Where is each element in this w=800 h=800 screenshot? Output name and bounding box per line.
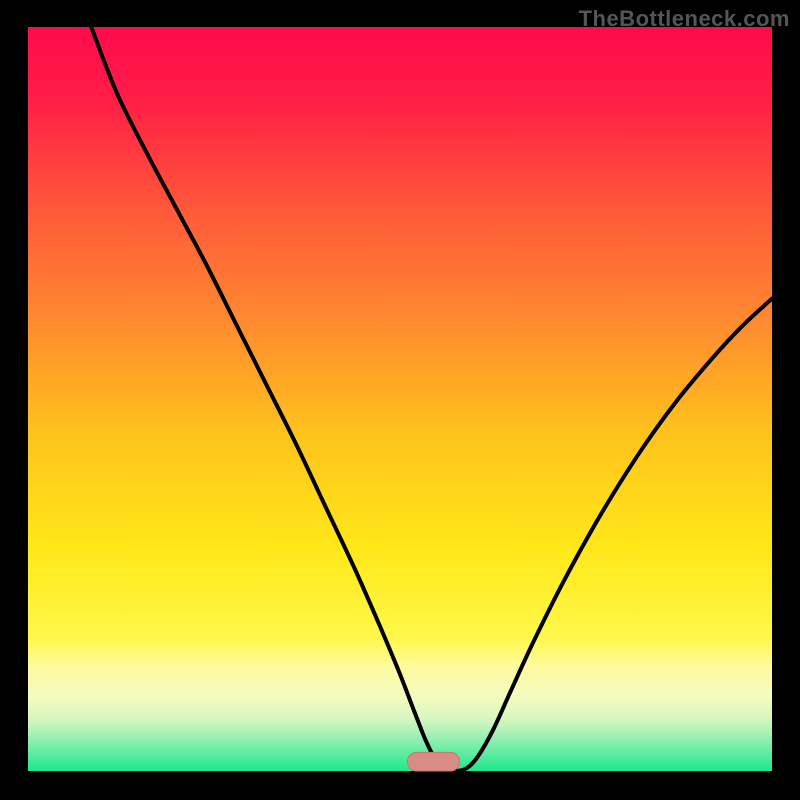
optimal-marker — [407, 752, 459, 771]
bottleneck-chart: TheBottleneck.com — [0, 0, 800, 800]
attribution-label: TheBottleneck.com — [579, 6, 790, 32]
chart-svg — [0, 0, 800, 800]
